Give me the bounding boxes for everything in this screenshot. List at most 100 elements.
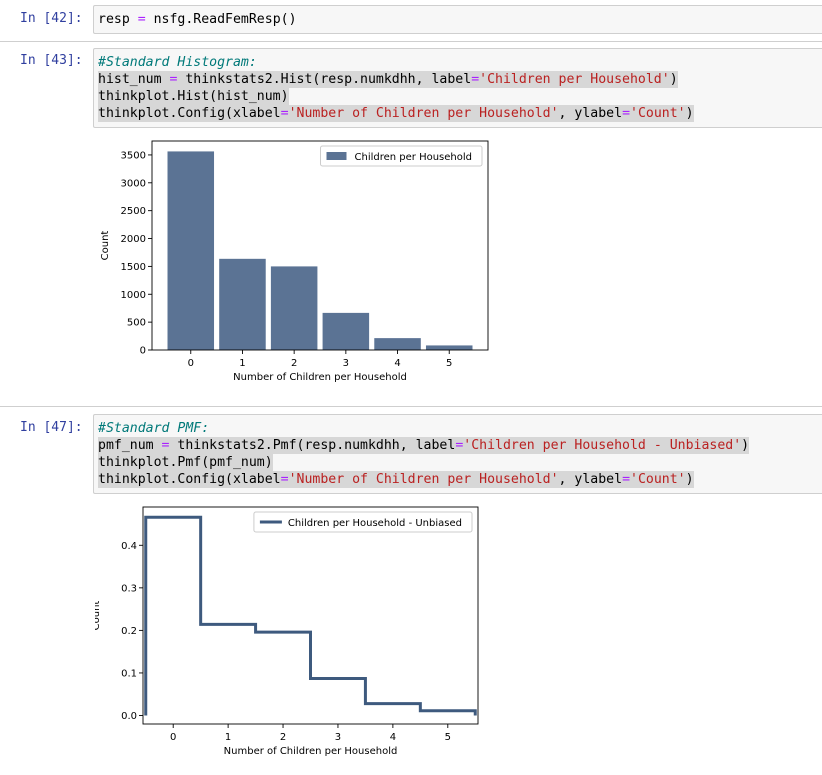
- pmf-plot: 0.0 0.1 0.2 0.3 0.4 0 1 2 3 4 5 Number of Children …: [91, 500, 495, 768]
- x-tick-label: 3: [343, 358, 349, 369]
- legend-swatch: [326, 152, 347, 160]
- y-tick-label: 3000: [121, 178, 146, 189]
- code-line: hist_num = thinkstats2.Hist(resp.numkdhh…: [98, 71, 678, 88]
- code-token: =: [471, 72, 480, 87]
- cell-47: In [47]: #Standard PMF: pmf_num = thinks…: [0, 407, 822, 775]
- x-tick-label: 0: [170, 732, 176, 743]
- code-token: =: [169, 72, 178, 87]
- cell-42: In [42]: resp = nsfg.ReadFemResp(): [0, 0, 822, 40]
- code-token: ): [741, 438, 750, 453]
- legend-box: [253, 511, 473, 533]
- legend-box: [320, 145, 483, 167]
- code-line: thinkplot.Hist(hist_num): [98, 88, 289, 105]
- code-line: pmf_num = thinkstats2.Pmf(resp.numkdhh, …: [98, 437, 750, 454]
- cell-separator: [0, 406, 822, 407]
- x-axis-label: Number of Children per Household: [224, 746, 398, 757]
- x-axis-label: Number of Children per Household: [233, 372, 407, 383]
- code-token: 'Count': [630, 106, 686, 121]
- x-tick-label: 1: [239, 358, 245, 369]
- code-input[interactable]: #Standard PMF: pmf_num = thinkstats2.Pmf…: [93, 414, 822, 494]
- code-token: =: [280, 106, 289, 121]
- histogram-bar: [219, 258, 266, 350]
- cell-prompt: In [43]:: [20, 53, 83, 68]
- histogram-bar: [322, 312, 370, 350]
- histogram-bar: [167, 151, 215, 350]
- code-line: resp = nsfg.ReadFemResp(): [98, 11, 297, 28]
- code-token: 'Children per Household': [479, 72, 670, 87]
- y-tick-label: 2000: [121, 234, 146, 245]
- x-tick-label: 2: [280, 732, 286, 743]
- x-tick-label: 0: [188, 358, 194, 369]
- cell-prompt: In [42]:: [20, 11, 83, 26]
- code-token: =: [137, 12, 146, 27]
- code-token: nsfg.ReadFemResp(): [145, 12, 297, 27]
- code-token: ): [669, 72, 678, 87]
- code-token: , ylabel: [558, 472, 623, 487]
- histogram-chart: 0 500 1000 1500 2000 2500 3000 3500 0 1 2 3 4 5 Number…: [100, 140, 489, 383]
- y-tick-label: 1000: [121, 290, 146, 301]
- y-axis-label: Count: [95, 601, 102, 631]
- cell-43: In [43]: #Standard Histogram: hist_num =…: [0, 42, 822, 402]
- code-token: ): [685, 106, 694, 121]
- x-tick-label: 2: [291, 358, 297, 369]
- code-line: #Standard PMF:: [98, 420, 209, 437]
- code-token: thinkplot.Pmf(pmf_num): [98, 455, 273, 470]
- code-token: 'Number of Children per Household': [288, 106, 559, 121]
- code-token: #Standard PMF:: [98, 421, 210, 436]
- y-tick-label: 0.3: [121, 583, 137, 594]
- axes-frame: [142, 506, 479, 725]
- x-tick-label: 5: [445, 732, 451, 743]
- x-tick-label: 4: [394, 358, 400, 369]
- code-input[interactable]: #Standard Histogram: hist_num = thinksta…: [93, 48, 822, 128]
- code-token: ): [685, 472, 694, 487]
- code-token: 'Number of Children per Household': [288, 472, 559, 487]
- y-tick-label: 1500: [121, 262, 146, 273]
- y-tick-label: 0: [140, 346, 146, 357]
- y-axis-label: Count: [100, 231, 111, 261]
- y-tick-label: 0.1: [121, 668, 137, 679]
- code-token: =: [161, 438, 170, 453]
- x-tick-label: 4: [390, 732, 396, 743]
- pmf-step-line: [144, 515, 477, 716]
- y-tick-label: 500: [127, 318, 146, 329]
- code-token: thinkplot.Hist(hist_num): [98, 89, 289, 104]
- code-input[interactable]: resp = nsfg.ReadFemResp(): [93, 5, 822, 34]
- histogram-bar: [270, 266, 318, 350]
- y-tick-label: 0.2: [121, 626, 137, 637]
- code-token: thinkstats2.Pmf(resp.numkdhh, label: [169, 438, 456, 453]
- cell-prompt: In [47]:: [20, 420, 83, 435]
- code-token: 'Children per Household - Unbiased': [463, 438, 742, 453]
- y-tick-label: 0.0: [121, 711, 137, 722]
- code-token: =: [622, 472, 631, 487]
- y-tick-label: 0.4: [121, 541, 137, 552]
- code-token: hist_num: [98, 72, 170, 87]
- y-tick-label: 3500: [121, 150, 146, 161]
- cell-separator: [0, 41, 822, 42]
- code-token: =: [280, 472, 289, 487]
- x-tick-label: 5: [446, 358, 452, 369]
- code-line: thinkplot.Config(xlabel='Number of Child…: [98, 471, 694, 488]
- code-token: resp: [98, 12, 138, 27]
- histogram-bar: [425, 345, 473, 350]
- code-token: thinkplot.Config(xlabel: [98, 106, 281, 121]
- code-line: #Standard Histogram:: [98, 54, 257, 71]
- legend-label: Children per Household - Unbiased: [288, 518, 462, 529]
- code-token: #Standard Histogram:: [98, 55, 257, 70]
- legend-label: Children per Household: [355, 152, 473, 163]
- code-token: =: [622, 106, 631, 121]
- code-line: thinkplot.Pmf(pmf_num): [98, 454, 273, 471]
- y-tick-label: 2500: [121, 206, 146, 217]
- code-token: , ylabel: [558, 106, 623, 121]
- pmf-chart: 0.0 0.1 0.2 0.3 0.4 0 1 2 3 4 5 Number of Children …: [91, 506, 479, 757]
- code-token: thinkplot.Config(xlabel: [98, 472, 281, 487]
- code-token: pmf_num: [98, 438, 162, 453]
- code-token: thinkstats2.Hist(resp.numkdhh, label: [177, 72, 472, 87]
- x-tick-label: 3: [335, 732, 341, 743]
- axes-frame: [151, 140, 489, 351]
- histogram-plot: 0 500 1000 1500 2000 2500 3000 3500 0 1 2 3 4 5 Number…: [95, 134, 495, 396]
- histogram-bar: [374, 338, 421, 350]
- code-token: 'Count': [630, 472, 686, 487]
- code-line: thinkplot.Config(xlabel='Number of Child…: [98, 105, 694, 122]
- code-token: =: [455, 438, 464, 453]
- x-tick-label: 1: [225, 732, 231, 743]
